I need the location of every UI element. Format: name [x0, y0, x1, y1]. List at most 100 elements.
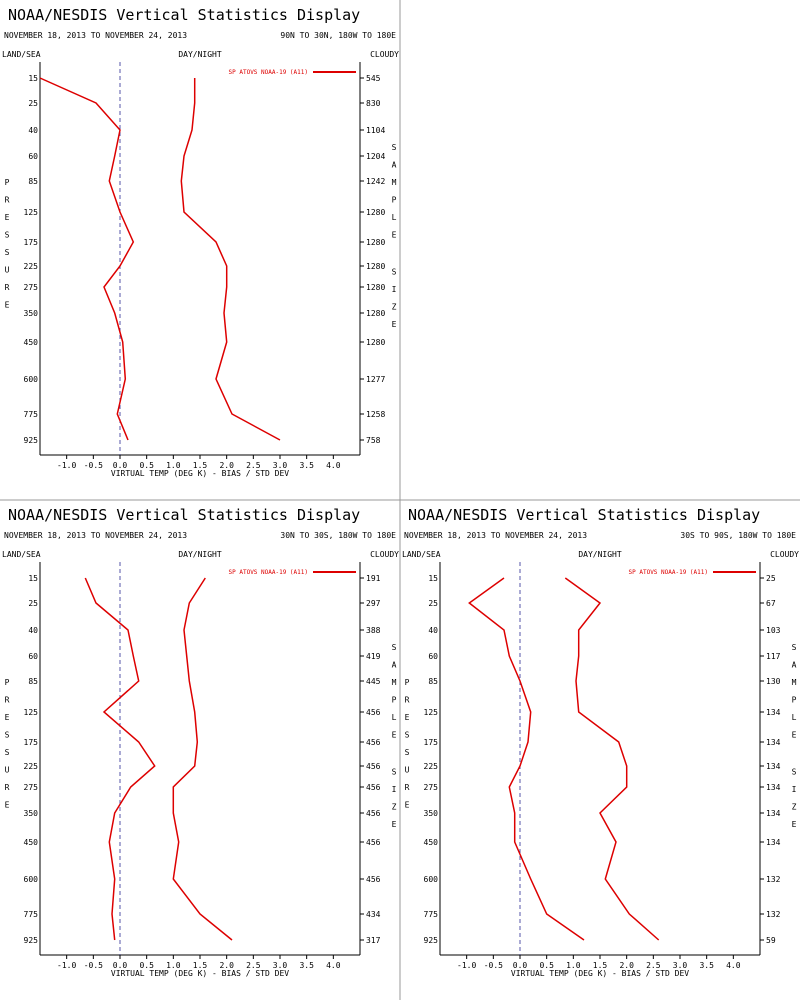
sample-size-label: 1280 [366, 338, 385, 347]
x-axis-label: VIRTUAL TEMP (DEG K) - BIAS / STD DEV [111, 469, 289, 478]
date-range: NOVEMBER 18, 2013 TO NOVEMBER 24, 2013 [4, 531, 187, 540]
sample-size-axis-letter: P [392, 196, 397, 205]
sample-size-label: 1280 [366, 238, 385, 247]
sample-size-axis-letter: L [392, 713, 397, 722]
x-tick-label: 1.0 [166, 461, 181, 470]
chart-panel-3: NOAA/NESDIS Vertical Statistics Display N… [402, 506, 799, 978]
pressure-tick-label: 85 [28, 677, 38, 686]
sample-size-label: 1277 [366, 375, 385, 384]
sample-size-axis-letter: A [392, 661, 397, 670]
x-tick-label: 0.0 [113, 961, 128, 970]
pressure-tick-label: 225 [424, 762, 439, 771]
pressure-tick-label: 600 [24, 875, 39, 884]
pressure-axis-letter: E [5, 213, 10, 222]
std_dev-line [564, 577, 660, 941]
pressure-tick-label: 15 [428, 574, 438, 583]
pressure-tick-label: 60 [28, 652, 38, 661]
pressure-tick-label: 225 [24, 262, 39, 271]
sample-size-axis-letter: M [392, 678, 397, 687]
x-tick-label: 2.5 [246, 961, 261, 970]
day-night-label: DAY/NIGHT [578, 550, 622, 559]
sample-size-label: 1258 [366, 410, 385, 419]
pressure-axis-letter: P [5, 678, 10, 687]
pressure-tick-label: 40 [428, 626, 438, 635]
sample-size-axis-letter: S [392, 143, 397, 152]
x-tick-label: 0.5 [539, 961, 554, 970]
legend-label: SP ATOVS NOAA-19 (A11) [229, 569, 308, 576]
sample-size-label: 67 [766, 599, 776, 608]
x-tick-label: 0.5 [139, 461, 154, 470]
pressure-tick-label: 350 [24, 809, 39, 818]
sample-size-axis-letter: L [792, 713, 797, 722]
pressure-axis-letter: E [405, 713, 410, 722]
pressure-axis-letter: S [5, 248, 10, 257]
pressure-tick-label: 125 [24, 208, 39, 217]
pressure-tick-label: 600 [24, 375, 39, 384]
pressure-tick-label: 40 [28, 626, 38, 635]
x-tick-label: 3.0 [673, 961, 688, 970]
sample-size-label: 117 [766, 652, 781, 661]
pressure-axis-letter: E [5, 301, 10, 310]
sample-size-label: 456 [366, 708, 381, 717]
pressure-tick-label: 275 [24, 783, 39, 792]
pressure-axis-letter: R [5, 283, 10, 292]
sample-size-axis-letter: Z [792, 802, 797, 811]
pressure-axis-letter: S [5, 748, 10, 757]
pressure-axis-letter: R [5, 783, 10, 792]
chart-title: NOAA/NESDIS Vertical Statistics Display [408, 506, 760, 524]
x-tick-label: 2.5 [646, 961, 661, 970]
pressure-axis-letter: R [5, 196, 10, 205]
land-sea-label: LAND/SEA [402, 550, 441, 559]
cloudy-label: CLOUDY [370, 550, 399, 559]
pressure-tick-label: 85 [28, 177, 38, 186]
sample-size-label: 134 [766, 708, 781, 717]
sample-size-label: 456 [366, 762, 381, 771]
sample-size-label: 191 [366, 574, 381, 583]
x-tick-label: -0.5 [484, 961, 503, 970]
sample-size-label: 130 [766, 677, 781, 686]
sample-size-axis-letter: S [392, 643, 397, 652]
pressure-axis-letter: S [5, 731, 10, 740]
sample-size-label: 103 [766, 626, 781, 635]
sample-size-label: 445 [366, 677, 381, 686]
pressure-tick-label: 350 [24, 309, 39, 318]
legend-label: SP ATOVS NOAA-19 (A11) [229, 69, 308, 76]
cloudy-label: CLOUDY [770, 550, 799, 559]
sample-size-label: 545 [366, 74, 381, 83]
pressure-axis-letter: S [405, 731, 410, 740]
pressure-axis-letter: U [5, 766, 10, 775]
bias-line [39, 77, 135, 441]
sample-size-label: 297 [366, 599, 381, 608]
cloudy-label: CLOUDY [370, 50, 399, 59]
sample-size-label: 134 [766, 809, 781, 818]
pressure-tick-label: 175 [424, 738, 439, 747]
pressure-tick-label: 15 [28, 74, 38, 83]
sample-size-axis-letter: E [392, 820, 397, 829]
pressure-tick-label: 925 [24, 436, 39, 445]
x-tick-label: 0.0 [113, 461, 128, 470]
pressure-axis-letter: R [405, 783, 410, 792]
sample-size-axis-letter: I [392, 785, 397, 794]
bias-line [84, 577, 156, 941]
pressure-axis-letter: S [5, 231, 10, 240]
chart-title: NOAA/NESDIS Vertical Statistics Display [8, 506, 360, 524]
sample-size-label: 134 [766, 762, 781, 771]
sample-size-axis-letter: I [392, 285, 397, 294]
sample-size-label: 1204 [366, 152, 385, 161]
sample-size-label: 1104 [366, 126, 385, 135]
pressure-tick-label: 125 [24, 708, 39, 717]
x-tick-label: 3.0 [273, 461, 288, 470]
pressure-axis-letter: P [5, 178, 10, 187]
pressure-tick-label: 60 [28, 152, 38, 161]
pressure-axis-letter: U [5, 266, 10, 275]
pressure-tick-label: 925 [424, 936, 439, 945]
pressure-tick-label: 450 [424, 838, 439, 847]
x-tick-label: 1.5 [193, 461, 208, 470]
pressure-tick-label: 125 [424, 708, 439, 717]
sample-size-label: 1242 [366, 177, 385, 186]
x-tick-label: 0.5 [139, 961, 154, 970]
pressure-axis-letter: U [405, 766, 410, 775]
x-tick-label: 1.5 [593, 961, 608, 970]
